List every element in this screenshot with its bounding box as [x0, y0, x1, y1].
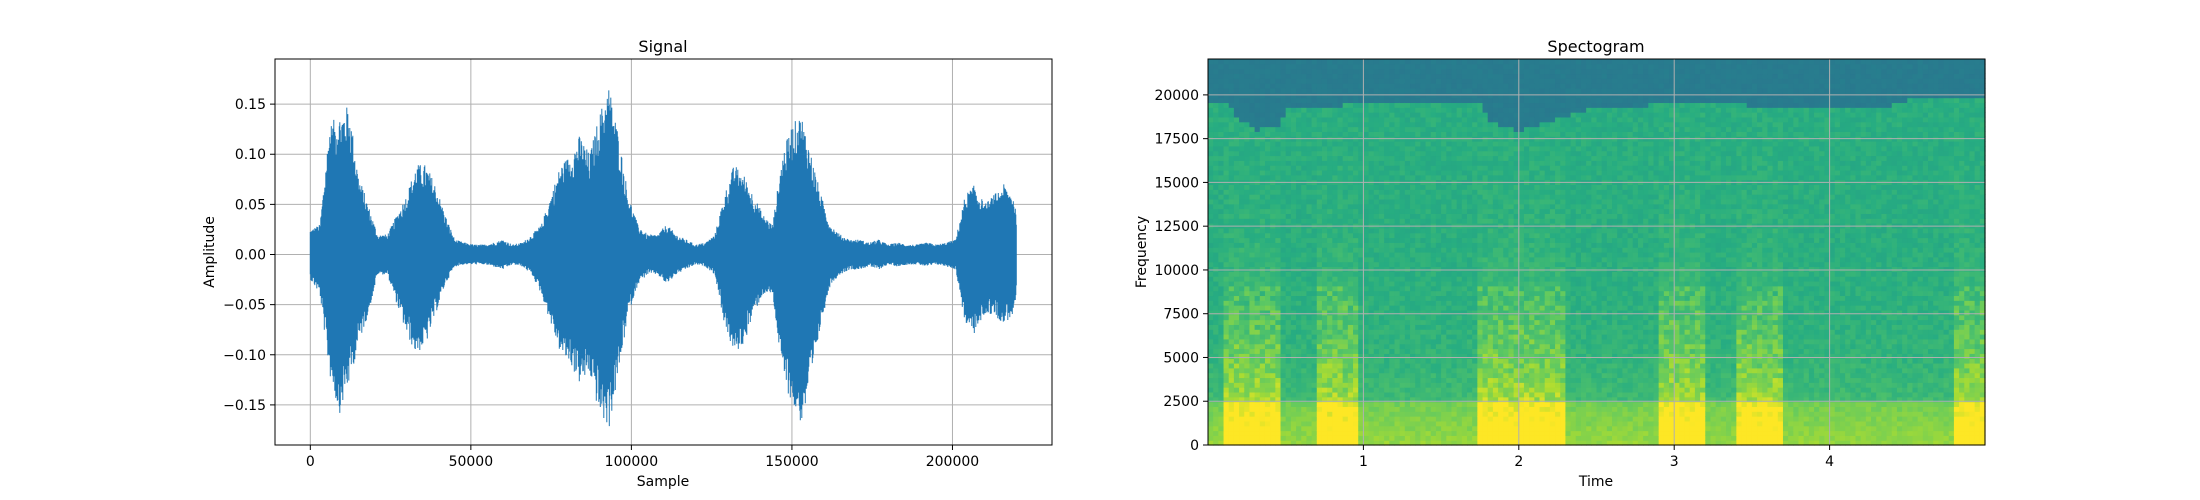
- signal-x-tick-label: 200000: [926, 454, 979, 470]
- signal-y-tick-label: 0.00: [235, 248, 266, 264]
- signal-x-tick-label: 50000: [449, 454, 494, 470]
- spectrogram-x-ticks: 1 2 3 4: [1359, 445, 1834, 470]
- signal-axes-frame: [274, 58, 1053, 446]
- signal-y-label: Amplitude: [202, 216, 218, 288]
- spectrogram-x-tick-label: 4: [1825, 454, 1834, 470]
- spectrogram-x-label: Time: [1578, 474, 1613, 490]
- spectrogram-y-tick-label: 0: [1190, 438, 1199, 454]
- spectrogram-y-tick-label: 17500: [1154, 132, 1199, 148]
- spectrogram-y-label: Frequency: [1134, 216, 1150, 288]
- spectrogram-title: Spectogram: [1547, 37, 1644, 56]
- signal-line: [309, 90, 1017, 427]
- signal-x-tick-label: 150000: [765, 454, 818, 470]
- signal-y-tick-label: −0.15: [223, 398, 266, 414]
- spectrogram-y-tick-label: 5000: [1163, 350, 1199, 366]
- signal-y-tick-label: 0.15: [235, 97, 266, 113]
- signal-x-ticks: 0 50000 100000 150000 200000: [306, 445, 979, 470]
- signal-y-tick-label: −0.05: [223, 298, 266, 314]
- spectrogram-x-tick-label: 2: [1514, 454, 1523, 470]
- spectrogram-y-tick-label: 15000: [1154, 175, 1199, 191]
- spectrogram-y-tick-label: 20000: [1154, 88, 1199, 104]
- spectrogram-heatmap: [1208, 59, 1986, 446]
- signal-x-label: Sample: [637, 474, 690, 490]
- spectrogram-panel: 1 2 3 4 0 2500 5000 7500 10000 12500 15000 17500 20…: [1134, 37, 1986, 490]
- spectrogram-y-tick-label: 12500: [1154, 219, 1199, 235]
- signal-y-tick-label: −0.10: [223, 348, 266, 364]
- signal-y-ticks: −0.15 −0.10 −0.05 0.00 0.05 0.10 0.15: [223, 97, 275, 414]
- signal-x-tick-label: 0: [306, 454, 315, 470]
- spectrogram-x-tick-label: 3: [1670, 454, 1679, 470]
- signal-x-tick-label: 100000: [605, 454, 658, 470]
- spectrogram-x-tick-label: 1: [1359, 454, 1368, 470]
- spectrogram-y-tick-label: 10000: [1154, 263, 1199, 279]
- spectrogram-y-tick-label: 2500: [1163, 394, 1199, 410]
- spectrogram-y-ticks: 0 2500 5000 7500 10000 12500 15000 17500 20000: [1154, 88, 1208, 454]
- signal-y-tick-label: 0.05: [235, 197, 266, 213]
- signal-waveform: [309, 90, 1017, 427]
- signal-panel: 0 50000 100000 150000 200000 −0.15 −0.10 −0.05…: [202, 37, 1053, 490]
- spectrogram-axes-frame: [1207, 58, 1986, 446]
- spectrogram-y-tick-label: 7500: [1163, 307, 1199, 323]
- signal-title: Signal: [638, 37, 687, 56]
- signal-y-tick-label: 0.10: [235, 147, 266, 163]
